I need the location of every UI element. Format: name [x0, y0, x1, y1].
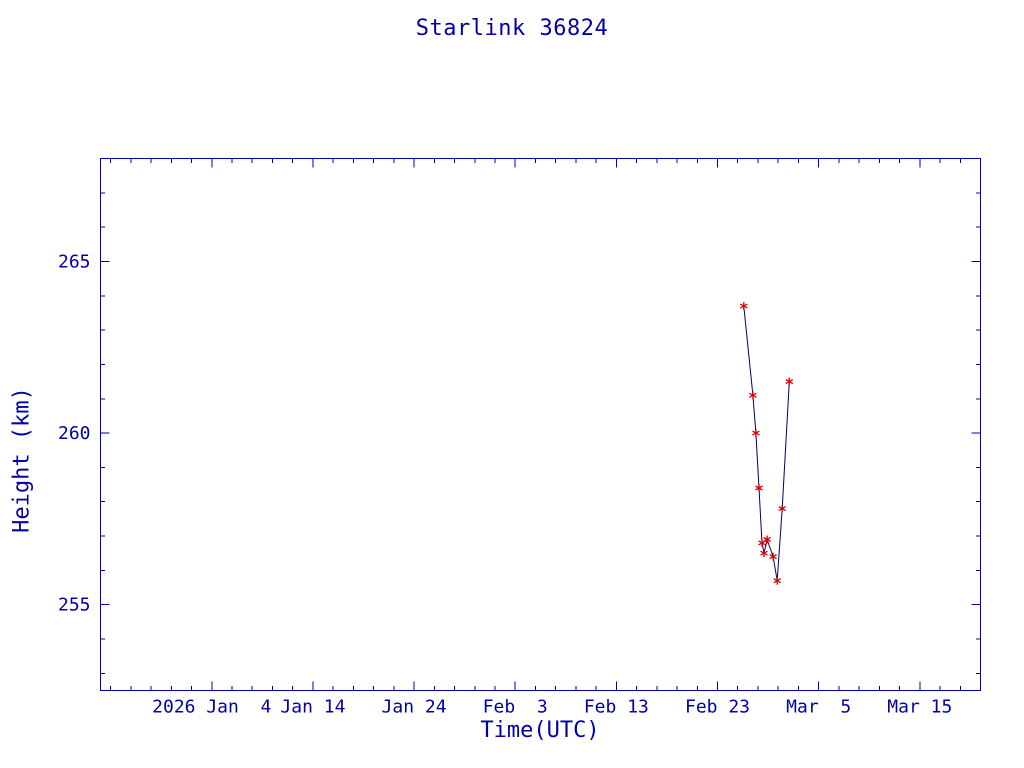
data-point-marker: [785, 377, 794, 386]
x-tick-label: Feb 3: [483, 697, 548, 718]
x-tick-label: Mar 5: [786, 697, 851, 718]
x-tick-label: Feb 13: [584, 697, 649, 718]
data-point-marker: [763, 535, 771, 544]
x-axis-label: Time(UTC): [480, 718, 600, 743]
data-point-marker: [758, 538, 766, 547]
y-tick-label: 260: [58, 423, 91, 444]
data-point-marker: [760, 549, 768, 558]
plot-frame: [100, 158, 981, 691]
x-tick-label: Jan 24: [382, 697, 447, 718]
data-point-marker: [749, 391, 757, 400]
y-tick-label: 265: [58, 251, 91, 272]
x-tick-label: 2026 Jan 4: [152, 697, 271, 718]
data-point-marker: [769, 552, 777, 561]
data-point-marker: [755, 484, 763, 492]
data-point-marker: [773, 576, 782, 585]
data-point-marker: [739, 302, 748, 311]
data-point-marker: [778, 504, 787, 513]
data-point-marker: [752, 429, 760, 438]
chart-title: Starlink 36824: [415, 16, 609, 41]
y-tick-label: 255: [58, 595, 91, 616]
x-tick-label: Feb 23: [685, 697, 750, 718]
x-tick-label: Jan 14: [280, 697, 345, 718]
x-tick-label: Mar 15: [887, 697, 952, 718]
